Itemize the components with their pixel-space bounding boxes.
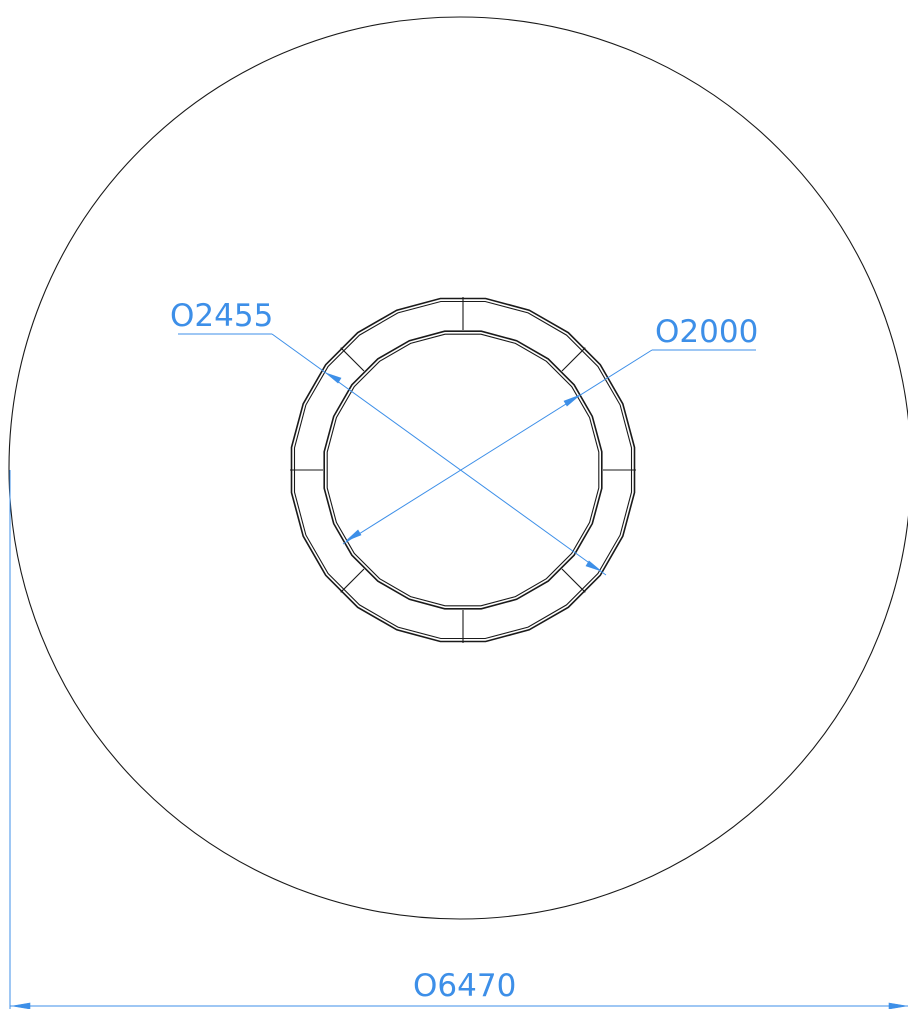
ring-outer-edge-inner-line xyxy=(293,300,633,640)
dimension-label-o2000: O2000 xyxy=(655,314,758,350)
arrowhead-o2000-end xyxy=(563,394,581,407)
dimension-ring-inner: O2000 xyxy=(342,314,758,545)
arrowhead-o6470-left xyxy=(11,1002,31,1009)
dimension-ring-outer: O2455 xyxy=(170,298,607,576)
ring-segment-divider xyxy=(561,347,586,372)
arrowhead-o2455-end xyxy=(585,560,602,572)
ring-group xyxy=(290,297,636,643)
dimension-label-o6470: O6470 xyxy=(413,968,516,1004)
arrowhead-o2000-start xyxy=(345,529,362,542)
arrowhead-o6470-right xyxy=(888,1002,908,1009)
dimension-outer: O6470 xyxy=(9,470,908,1009)
ring-segment-divider xyxy=(340,347,365,372)
arrowhead-o2455-start xyxy=(325,372,342,384)
ring-inner-edge-inner-line xyxy=(326,333,600,607)
ring-segment-divider xyxy=(561,568,586,593)
outer-circle xyxy=(8,16,908,920)
dimension-label-o2455: O2455 xyxy=(170,298,273,334)
dimension-line-o2000 xyxy=(342,349,653,545)
ring-outer-edge xyxy=(290,297,636,643)
ring-segment-divider xyxy=(340,568,365,593)
ring-inner-edge xyxy=(323,330,603,610)
